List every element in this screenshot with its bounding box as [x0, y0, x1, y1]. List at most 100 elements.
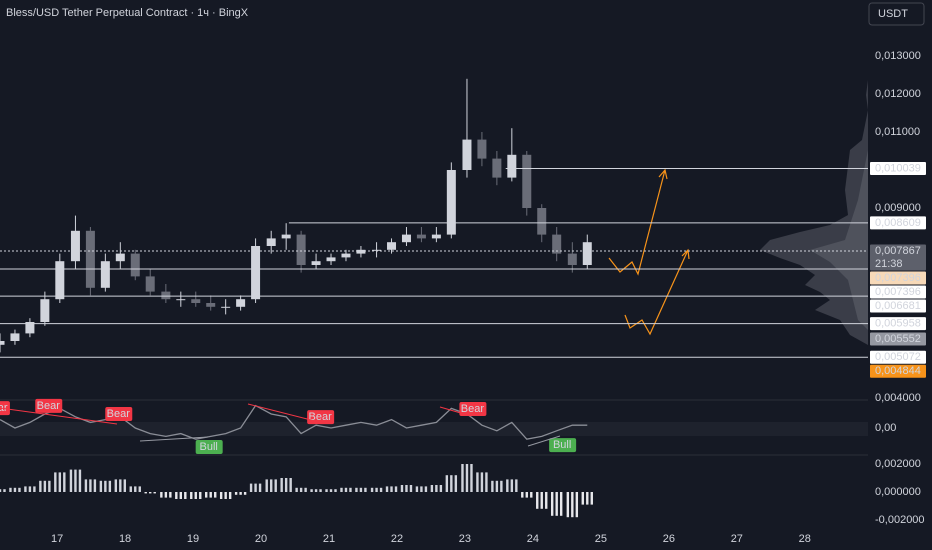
- price-label-box: [870, 364, 926, 378]
- histogram-bar: [289, 477, 292, 492]
- price-label-box: [870, 162, 926, 176]
- histogram-bar: [375, 487, 378, 492]
- signal-tag: [105, 407, 133, 421]
- histogram-bar: [536, 491, 539, 509]
- histogram-bar: [164, 491, 168, 498]
- histogram-bar: [545, 491, 548, 509]
- histogram-bar: [379, 487, 383, 492]
- histogram-bar: [500, 480, 503, 492]
- histogram-bar: [114, 479, 118, 492]
- histogram-bar: [491, 480, 494, 492]
- histogram-bar: [228, 491, 232, 499]
- histogram-bar: [344, 487, 348, 492]
- candle-body: [100, 261, 110, 288]
- candle-body: [416, 234, 426, 239]
- candle-body: [552, 234, 562, 254]
- candle-body: [70, 230, 80, 262]
- candle-body: [266, 238, 276, 246]
- currency-button[interactable]: [868, 2, 925, 26]
- histogram-bar: [430, 484, 434, 492]
- histogram-bar: [540, 491, 543, 509]
- signal-label: Bear: [0, 402, 8, 414]
- histogram-bar: [424, 486, 428, 492]
- candle-body: [145, 276, 155, 292]
- histogram-bar: [169, 491, 172, 498]
- candle-body: [206, 302, 216, 307]
- signal-label: Bear: [461, 403, 485, 415]
- divergence-line: [139, 436, 209, 442]
- candle-body: [401, 234, 411, 243]
- histogram-bar: [571, 491, 574, 518]
- signal-tag: [35, 398, 63, 413]
- divergence-line: [0, 407, 118, 425]
- candle-body: [537, 207, 547, 235]
- histogram-bar: [179, 491, 183, 499]
- candle-body: [236, 299, 246, 307]
- y-tick-label: 0,012000: [875, 88, 921, 100]
- histogram-bar: [89, 479, 92, 492]
- candle-body: [25, 321, 35, 334]
- candle-body: [191, 299, 201, 303]
- histogram-bar: [54, 472, 57, 492]
- histogram-bar: [239, 491, 242, 495]
- histogram-bar: [205, 491, 208, 498]
- histogram-bar: [465, 463, 469, 492]
- candle-body: [522, 154, 532, 208]
- price-label: 0,004844: [875, 365, 921, 377]
- histogram-bar: [515, 479, 518, 492]
- candle-body: [387, 242, 397, 250]
- x-tick-label: 23: [459, 533, 471, 545]
- histogram-bar: [485, 472, 488, 492]
- histogram-bar: [525, 491, 528, 498]
- histogram-bar: [495, 480, 499, 492]
- histogram-bar: [506, 479, 509, 492]
- candle-body: [130, 253, 140, 277]
- currency-label[interactable]: USDT: [878, 8, 908, 20]
- candle-body: [431, 234, 441, 239]
- candle-body: [341, 253, 351, 258]
- histogram-bar: [99, 480, 103, 492]
- histogram-bar: [329, 489, 333, 492]
- histogram-bar: [24, 486, 27, 492]
- histogram-bar: [175, 491, 178, 499]
- histogram-bar: [265, 479, 268, 492]
- price-label: 0,008609: [875, 217, 921, 229]
- histogram-bar: [48, 480, 51, 492]
- x-tick-label: 21: [323, 533, 335, 545]
- histogram-bar: [581, 491, 584, 505]
- candle-body: [281, 234, 291, 239]
- signal-label: Bull: [553, 439, 571, 451]
- histogram-bar: [93, 479, 97, 492]
- histogram-bar: [18, 487, 21, 492]
- histogram-bar: [123, 479, 127, 492]
- candle-body: [582, 242, 592, 265]
- histogram-bar: [310, 489, 313, 492]
- price-label: 0,005552: [875, 333, 921, 345]
- indicator-band: [0, 422, 868, 436]
- histogram-bar: [9, 487, 12, 492]
- divergence-line: [439, 406, 472, 417]
- signal-label: Bull: [200, 441, 218, 453]
- histogram-bar: [78, 469, 82, 492]
- signal-tag: [0, 401, 10, 416]
- price-label: 0,007396: [875, 272, 921, 284]
- candle-body: [221, 306, 231, 308]
- price-label: 0,007396: [875, 286, 921, 298]
- x-tick-label: 24: [527, 533, 539, 545]
- histogram-bar: [160, 491, 163, 498]
- histogram-bar: [33, 486, 36, 492]
- histogram-bar: [249, 483, 253, 492]
- histogram-bar: [69, 469, 73, 492]
- histogram-bar: [445, 475, 449, 492]
- histogram-bar: [435, 484, 438, 492]
- histogram-bar: [364, 487, 367, 492]
- candle-body: [492, 158, 502, 178]
- projection-arrow: [608, 169, 666, 276]
- histogram-bar: [224, 491, 227, 499]
- histogram-bar: [194, 491, 197, 499]
- candle-body: [0, 340, 5, 345]
- histogram-bar: [319, 489, 322, 492]
- price-label-box: [870, 317, 926, 331]
- x-tick-label: 19: [187, 533, 199, 545]
